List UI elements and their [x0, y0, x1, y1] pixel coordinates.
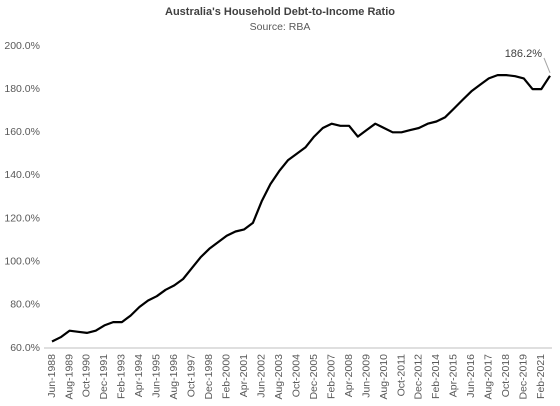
- x-tick-label: Oct-2004: [290, 354, 302, 397]
- y-tick-label: 200.0%: [4, 40, 40, 52]
- x-tick-label: Feb-2000: [221, 354, 233, 399]
- x-tick-label: Feb-2007: [325, 354, 337, 399]
- x-tick-label: Dec-2005: [308, 354, 320, 400]
- data-line: [51, 74, 551, 343]
- y-tick-label: 140.0%: [4, 169, 40, 181]
- x-tick-label: Aug-1996: [168, 354, 180, 400]
- x-tick-label: Aug-1989: [63, 354, 75, 400]
- x-tick-label: Dec-2012: [413, 354, 425, 400]
- label-leader: [543, 57, 551, 73]
- x-tick-label: Oct-1990: [81, 354, 93, 397]
- x-tick-label: Jun-2009: [360, 354, 372, 398]
- x-tick-label: Dec-1991: [98, 354, 110, 400]
- chart-title: Australia's Household Debt-to-Income Rat…: [165, 6, 395, 18]
- y-tick-label: 120.0%: [4, 212, 40, 224]
- x-tick-label: Oct-2018: [500, 354, 512, 397]
- x-tick-label: Oct-2011: [395, 354, 407, 397]
- x-tick-label: Jun-2002: [255, 354, 267, 398]
- x-tick-label: Feb-2021: [535, 354, 547, 399]
- x-tick-label: Dec-2019: [518, 354, 530, 400]
- data-label: 186.2%: [505, 48, 543, 60]
- x-tick-label: Jun-1988: [46, 354, 58, 398]
- x-tick-label: Aug-2010: [378, 354, 390, 400]
- y-tick-label: 100.0%: [4, 255, 40, 267]
- y-tick-label: 60.0%: [10, 342, 40, 354]
- y-tick-label: 160.0%: [4, 126, 40, 138]
- x-tick-label: Jun-2016: [465, 354, 477, 398]
- y-tick-label: 80.0%: [10, 299, 40, 311]
- x-tick-label: Feb-1993: [116, 354, 128, 399]
- x-tick-label: Apr-2008: [343, 354, 355, 397]
- x-tick-label: Apr-2015: [448, 354, 460, 397]
- y-tick-label: 180.0%: [4, 83, 40, 95]
- x-tick-label: Aug-2017: [483, 354, 495, 400]
- chart-subtitle: Source: RBA: [250, 21, 311, 33]
- x-tick-label: Aug-2003: [273, 354, 285, 400]
- x-tick-label: Feb-2014: [430, 354, 442, 399]
- x-tick-label: Apr-1994: [133, 354, 145, 397]
- x-tick-label: Dec-1998: [203, 354, 215, 400]
- x-tick-label: Apr-2001: [238, 354, 250, 397]
- x-tick-label: Oct-1997: [186, 354, 198, 397]
- x-tick-label: Jun-1995: [151, 354, 163, 398]
